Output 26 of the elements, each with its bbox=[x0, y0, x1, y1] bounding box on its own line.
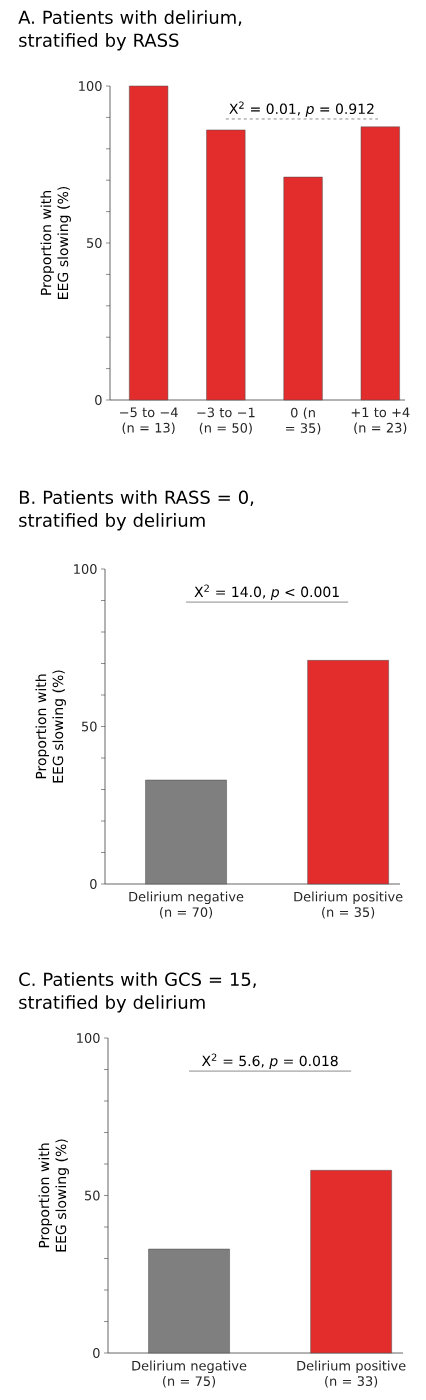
chart-title: A. Patients with delirium, stratified by RASS bbox=[18, 10, 242, 51]
x-tick-label: Delirium negative (n = 70) bbox=[129, 891, 244, 919]
y-tick-label: 100 bbox=[79, 81, 102, 91]
chart-title: B. Patients with RASS = 0, stratified by delirium bbox=[19, 490, 254, 531]
y-tick-label: 0 bbox=[90, 879, 97, 889]
y-axis-title: Proportion with EEG slowing (%) bbox=[38, 1139, 69, 1252]
x-tick-label: Delirium positive (n = 35) bbox=[294, 891, 403, 919]
x-tick-label: Delirium positive (n = 33) bbox=[297, 1360, 406, 1388]
x-tick-label: −5 to −4 (n = 13) bbox=[120, 407, 178, 435]
y-tick-label: 50 bbox=[85, 1190, 100, 1201]
y-axis-title: Proportion with EEG slowing (%) bbox=[40, 186, 71, 299]
y-tick-label: 0 bbox=[95, 395, 102, 405]
x-tick-label: +1 to +4 (n = 23) bbox=[351, 407, 410, 435]
annotation: X$^{2}$ = 14.0, p < 0.001 bbox=[194, 584, 339, 600]
annotation: X$^{2}$ = 0.01, p = 0.912 bbox=[229, 101, 374, 117]
chart-title: C. Patients with GCS = 15, stratified by delirium bbox=[19, 972, 256, 1013]
y-axis-title: Proportion with EEG slowing (%) bbox=[35, 670, 66, 783]
x-tick-label: Delirium negative (n = 75) bbox=[132, 1360, 247, 1388]
x-tick-label: −3 to −1 (n = 50) bbox=[197, 407, 255, 435]
y-tick-label: 0 bbox=[93, 1348, 100, 1358]
y-tick-label: 100 bbox=[77, 1033, 100, 1043]
y-tick-label: 50 bbox=[82, 721, 97, 732]
y-tick-label: 50 bbox=[87, 238, 102, 248]
y-tick-label: 100 bbox=[74, 564, 97, 574]
annotation: X$^{2}$ = 5.6, p = 0.018 bbox=[201, 1053, 338, 1069]
x-tick-label: 0 (n = 35) bbox=[286, 407, 321, 435]
